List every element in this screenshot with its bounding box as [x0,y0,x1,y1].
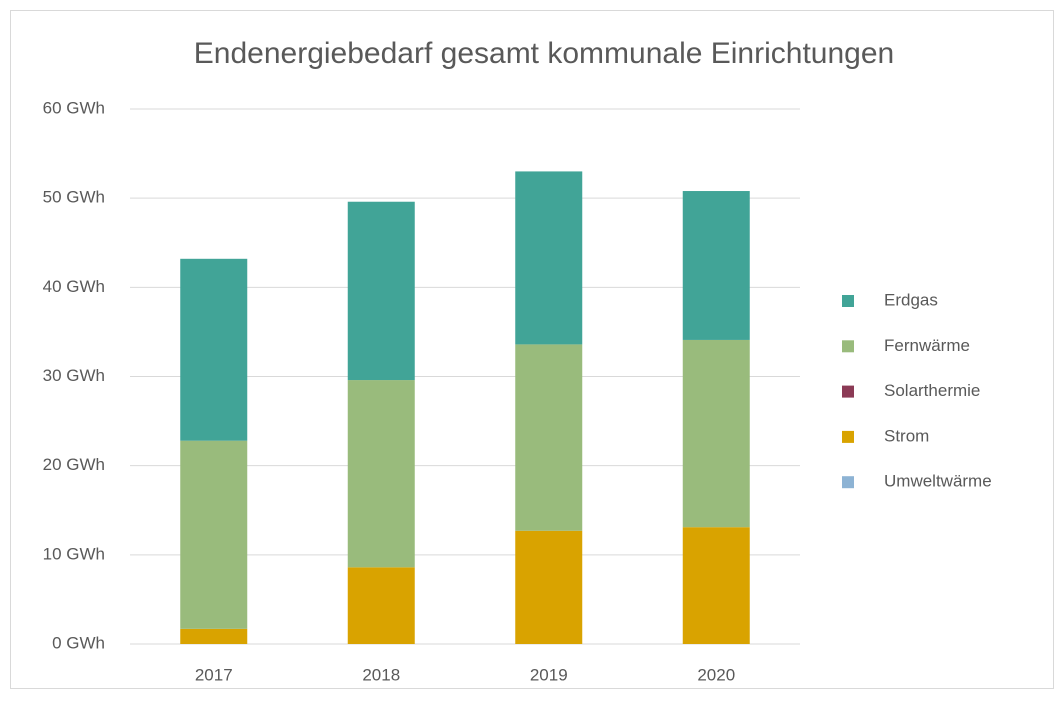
bar-segment [347,567,415,644]
y-tick-label: 0 GWh [52,633,105,652]
legend-label: Umweltwärme [884,472,992,491]
x-tick-label: 2018 [362,665,400,684]
bar-segment [347,201,415,381]
y-tick-label: 50 GWh [43,188,105,207]
x-tick-label: 2020 [697,665,735,684]
bar-segment [515,344,583,531]
chart-title: Endenergiebedarf gesamt kommunale Einric… [194,37,894,70]
legend-label: Erdgas [884,290,938,309]
bar-segment [682,191,750,340]
bar-segment [682,339,750,528]
x-tick-label: 2019 [530,665,568,684]
x-tick-label: 2017 [195,665,233,684]
legend-swatch [842,476,854,489]
legend-swatch [842,340,854,353]
y-tick-label: 60 GWh [43,98,105,117]
bar-segment [515,530,583,644]
legend-label: Fernwärme [884,336,970,355]
y-tick-label: 40 GWh [43,277,105,296]
legend-swatch [842,295,854,307]
y-tick-label: 10 GWh [43,544,105,563]
y-tick-label: 30 GWh [43,366,105,385]
bar-segment [180,628,248,644]
bar-segment [180,440,248,629]
bar-segment [515,171,583,345]
bar-segment [180,258,248,441]
legend-swatch [842,385,854,398]
bar-segment [347,380,415,568]
bar-segment [682,527,750,644]
legend-label: Solarthermie [884,381,980,400]
legend-label: Strom [884,426,929,445]
y-tick-label: 20 GWh [43,455,105,474]
legend-swatch [842,430,854,443]
